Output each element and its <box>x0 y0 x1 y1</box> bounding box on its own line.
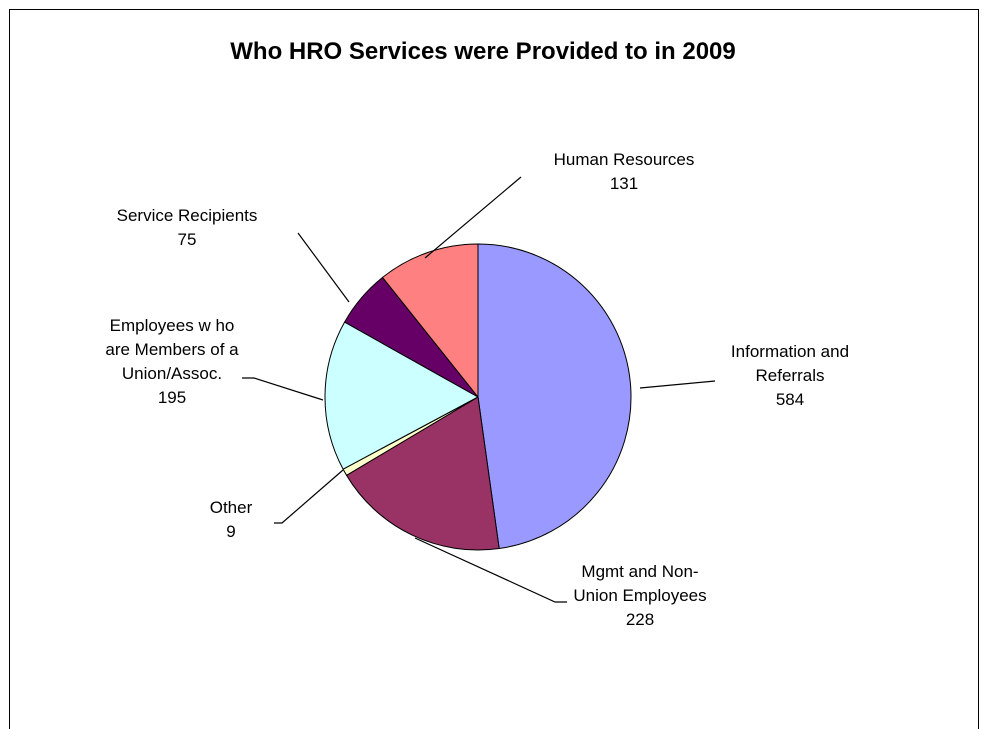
leader-line <box>274 469 344 524</box>
leader-line <box>297 232 350 303</box>
pie-slice <box>324 321 479 470</box>
slice-label: Service Recipients 75 <box>117 206 258 249</box>
slice-name-label: are Members of a <box>105 340 239 359</box>
slice-value-label: 131 <box>610 174 638 193</box>
slice-name-label: Other <box>210 498 253 517</box>
slice-value-label: 9 <box>226 522 235 541</box>
slice-value-label: 195 <box>158 388 186 407</box>
slice-name-label: Mgmt and Non- <box>581 562 698 581</box>
pie-slice <box>477 243 632 550</box>
slice-name-label: Employees w ho <box>110 316 235 335</box>
leader-lines <box>242 176 716 603</box>
slice-value-label: 584 <box>776 390 804 409</box>
pie-slice <box>382 243 479 398</box>
slice-name-label: Service Recipients <box>117 206 258 225</box>
slice-label: Employees w ho are Members of a Union/Asso… <box>105 316 239 407</box>
leader-line <box>414 537 567 603</box>
chart-title: Who HRO Services were Provided to in 200… <box>230 38 736 65</box>
slice-label: Human Resources 131 <box>554 150 695 193</box>
slice-name-label: Human Resources <box>554 150 695 169</box>
slice-labels: Information and Referrals 584 Mgmt and Non-… <box>105 150 849 629</box>
slice-name-label: Union Employees <box>573 586 706 605</box>
slice-name-label: Union/Assoc. <box>122 364 222 383</box>
slice-label: Other 9 <box>210 498 253 541</box>
leader-line <box>639 380 716 389</box>
slice-label: Mgmt and Non- Union Employees 228 <box>573 562 706 629</box>
leader-line <box>424 176 522 259</box>
slice-name-label: Referrals <box>756 366 825 385</box>
pie-slice <box>346 396 500 551</box>
slice-value-label: 228 <box>626 610 654 629</box>
slice-name-label: Information and <box>731 342 849 361</box>
slice-value-label: 75 <box>178 230 197 249</box>
slice-label: Information and Referrals 584 <box>731 342 849 409</box>
pie-slices <box>324 243 632 551</box>
leader-line <box>242 377 324 401</box>
